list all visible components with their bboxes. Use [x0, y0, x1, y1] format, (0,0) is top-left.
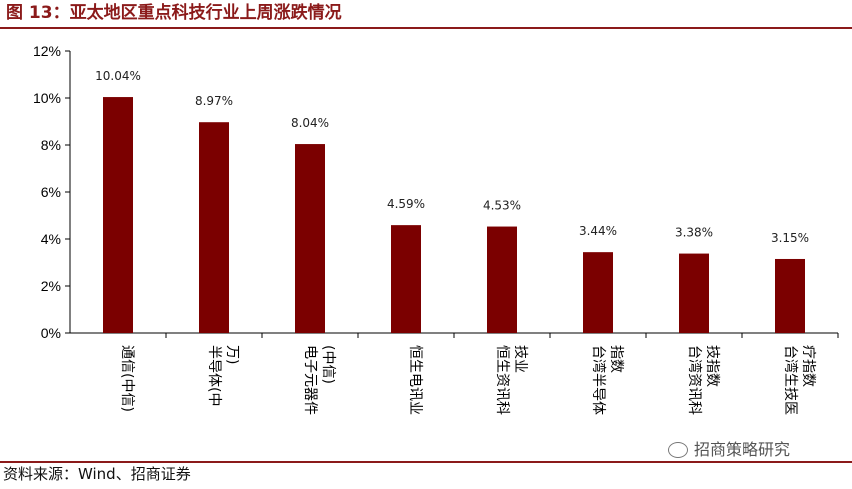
y-tick-label: 4%	[41, 231, 61, 247]
category-label: 指数	[608, 345, 624, 373]
bar	[583, 252, 613, 333]
y-tick-label: 8%	[41, 137, 61, 153]
category-label: 恒生资讯科	[494, 345, 510, 415]
category-label: 通信(中信)	[119, 345, 135, 412]
bar	[295, 144, 325, 333]
chart-title: 图 13：亚太地区重点科技行业上周涨跌情况	[6, 3, 342, 23]
bar	[103, 97, 133, 333]
category-label: 台湾半导体	[590, 345, 607, 415]
data-label: 4.59%	[387, 197, 425, 211]
bar	[679, 253, 709, 333]
bar	[775, 258, 805, 333]
data-label: 4.53%	[483, 199, 521, 213]
data-label: 3.44%	[579, 224, 617, 238]
title-rule	[0, 27, 852, 29]
category-label: 技业	[512, 345, 528, 373]
bar-chart: 0% 2% 4% 6% 8% 10% 12% 10.04% 通信(中信) 8.97% 半导体(中 万)…	[33, 43, 839, 415]
category-label: 电子元器件	[302, 345, 318, 415]
y-tick-label: 10%	[33, 90, 61, 106]
data-label: 3.15%	[771, 231, 809, 245]
watermark-text: 招商策略研究	[694, 440, 791, 459]
data-label: 8.04%	[291, 116, 329, 130]
y-tick-label: 12%	[33, 43, 61, 59]
category-label: 台湾生技医	[782, 345, 799, 415]
category-label: 台湾资讯科	[686, 345, 703, 415]
category-label: 半导体(中	[206, 345, 222, 406]
category-label: 恒生电讯业	[407, 345, 423, 415]
bar	[199, 122, 229, 333]
bar	[391, 225, 421, 333]
bar	[487, 226, 517, 333]
y-tick-label: 0%	[41, 325, 61, 341]
category-label: (中信)	[320, 345, 336, 384]
category-label: 万)	[224, 345, 240, 364]
y-tick-label: 2%	[41, 278, 61, 294]
category-label: 疗指数	[800, 345, 816, 387]
category-label: 技指数	[704, 345, 720, 387]
wechat-icon	[668, 441, 688, 458]
source-note: 资料来源：Wind、招商证券	[3, 465, 191, 483]
data-label: 10.04%	[95, 69, 141, 83]
data-label: 3.38%	[675, 226, 713, 240]
y-tick-label: 6%	[41, 184, 61, 200]
watermark: 招商策略研究	[668, 438, 790, 462]
footer-rule	[0, 461, 852, 463]
data-label: 8.97%	[195, 94, 233, 108]
